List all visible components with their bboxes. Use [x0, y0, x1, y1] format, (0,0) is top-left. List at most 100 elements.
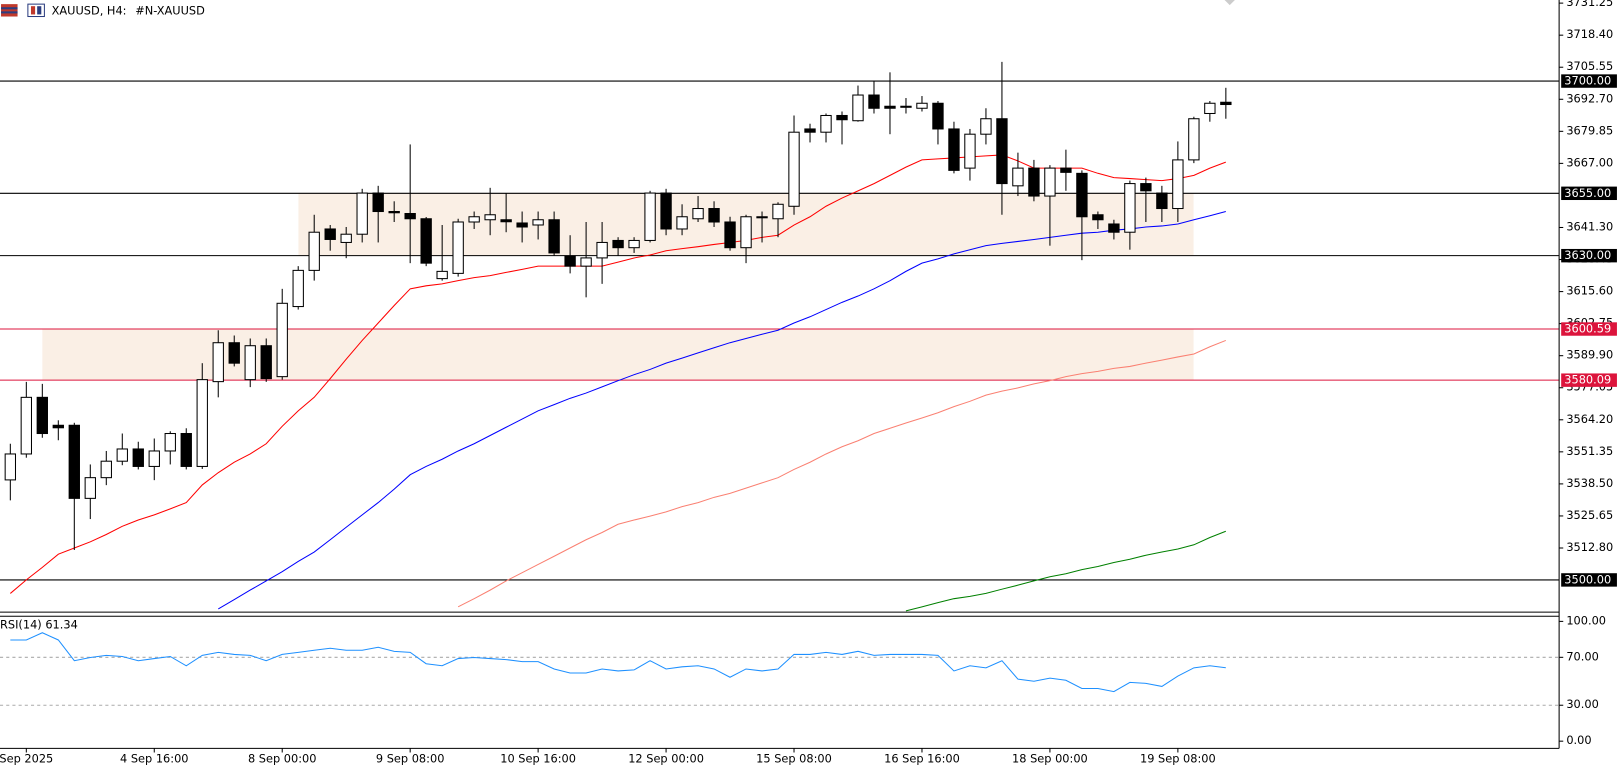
- candles: [4, 61, 1232, 550]
- x-tick-label: 18 Sep 00:00: [1012, 752, 1088, 766]
- candle-body: [532, 219, 544, 226]
- candle-body: [292, 269, 304, 308]
- y-tick-label: 3551.35: [1566, 444, 1613, 458]
- y-tick-label: 0.00: [1566, 733, 1591, 747]
- candle-body: [228, 342, 240, 364]
- candle-body: [164, 432, 176, 452]
- x-tick-label: Sep 2025: [0, 752, 53, 766]
- candle-body: [548, 219, 560, 254]
- candle-body: [1172, 159, 1184, 210]
- candle-body: [932, 102, 944, 130]
- candle-body: [740, 216, 752, 249]
- candle-body: [308, 231, 320, 271]
- level-label: 3500.00: [1564, 572, 1611, 586]
- icon: [37, 6, 42, 15]
- y-tick-label: 3679.85: [1566, 123, 1613, 137]
- moving-average: [457, 339, 1227, 608]
- candle-body: [420, 218, 432, 264]
- candle-body: [4, 453, 17, 481]
- candle-body: [1204, 102, 1216, 115]
- candle-body: [1092, 214, 1104, 221]
- candle-body: [612, 239, 624, 249]
- candle-body: [1012, 167, 1024, 187]
- candle-body: [388, 211, 400, 214]
- y-tick-label: 3512.80: [1566, 540, 1613, 554]
- y-tick-label: 3731.25: [1566, 0, 1613, 9]
- candle-body: [468, 216, 480, 223]
- candle-body: [772, 203, 784, 220]
- y-tick-label: 3667.00: [1566, 155, 1613, 169]
- candle-body: [1156, 192, 1168, 210]
- candle-body: [596, 241, 608, 259]
- candle-body: [516, 222, 528, 228]
- level-label: 3580.09: [1564, 373, 1611, 387]
- y-tick-label: 3589.90: [1566, 348, 1613, 362]
- candle-body: [212, 342, 224, 383]
- y-tick-label: 30.00: [1566, 697, 1598, 711]
- moving-average: [218, 211, 1226, 610]
- x-tick-label: 16 Sep 16:00: [884, 752, 960, 766]
- candle-body: [244, 345, 256, 381]
- icon: [27, 3, 45, 18]
- moving-average: [9, 154, 1226, 594]
- icon: [30, 6, 36, 15]
- candle-body: [484, 214, 496, 221]
- candle-body: [996, 118, 1008, 185]
- x-tick-label: 10 Sep 16:00: [500, 752, 576, 766]
- candle-body: [660, 192, 672, 230]
- candle-body: [884, 105, 896, 109]
- level-label: 3655.00: [1564, 186, 1611, 200]
- candle-body: [1044, 167, 1056, 197]
- candle-body: [372, 192, 384, 213]
- candle-body: [1220, 101, 1232, 106]
- candle-body: [68, 424, 80, 499]
- candle-body: [868, 94, 880, 109]
- chart-title: XAUUSD, H4:: [52, 3, 127, 17]
- candle-body: [132, 448, 144, 467]
- candle-body: [84, 477, 96, 499]
- candle-body: [36, 396, 48, 435]
- candle-body: [180, 432, 192, 467]
- candle-body: [644, 192, 656, 241]
- x-tick-label: 9 Sep 08:00: [376, 752, 445, 766]
- candle-body: [676, 216, 688, 230]
- y-tick-label: 3641.30: [1566, 219, 1613, 233]
- candle-body: [340, 233, 352, 243]
- candle-body: [1140, 183, 1152, 192]
- candle-body: [852, 94, 864, 122]
- candle-body: [580, 257, 592, 267]
- x-tick-label: 19 Sep 08:00: [1140, 752, 1216, 766]
- candle-body: [260, 345, 272, 380]
- candle-body: [804, 128, 816, 133]
- level-label: 3700.00: [1564, 74, 1611, 88]
- x-tick-label: 15 Sep 08:00: [756, 752, 832, 766]
- candle-body: [452, 221, 464, 274]
- candle-body: [20, 396, 32, 455]
- x-tick-label: 8 Sep 00:00: [248, 752, 317, 766]
- candle-body: [724, 221, 736, 249]
- candle-body: [324, 228, 336, 240]
- candle-body: [1124, 183, 1136, 233]
- y-tick-label: 70.00: [1566, 649, 1598, 663]
- level-label-box: [1561, 373, 1617, 387]
- y-tick-label: 3525.65: [1566, 508, 1613, 522]
- candle-body: [756, 216, 768, 219]
- candle-body: [404, 212, 416, 220]
- y-tick-label: 3564.20: [1566, 412, 1613, 426]
- candle-body: [100, 460, 112, 479]
- candle-body: [1076, 172, 1088, 218]
- candle-body: [500, 219, 512, 223]
- candle-body: [1188, 118, 1200, 161]
- candle-body: [52, 424, 64, 429]
- x-tick-label: 12 Sep 00:00: [628, 752, 704, 766]
- level-label-box: [1561, 248, 1617, 263]
- candle-body: [836, 114, 848, 121]
- rsi-title: RSI(14) 61.34: [0, 618, 78, 632]
- candle-body: [820, 114, 832, 133]
- y-tick-label: 3615.60: [1566, 284, 1613, 298]
- moving-averages: [9, 154, 1227, 612]
- level-label-box: [1561, 322, 1617, 336]
- level-label: 3630.00: [1564, 248, 1611, 262]
- icon: [1, 11, 18, 14]
